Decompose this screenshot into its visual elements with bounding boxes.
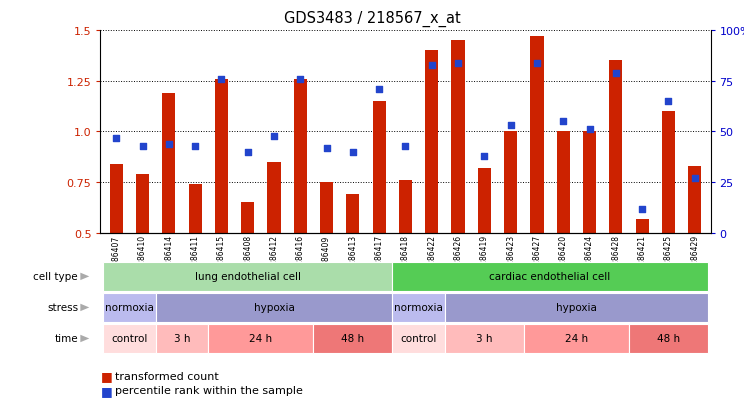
Bar: [688, 166, 702, 233]
Bar: [530, 37, 544, 233]
Point: [583, 127, 595, 133]
Text: control: control: [111, 334, 147, 344]
Bar: [478, 169, 491, 233]
Text: percentile rank within the sample: percentile rank within the sample: [115, 385, 304, 395]
Text: transformed count: transformed count: [115, 371, 219, 381]
Point: [504, 123, 516, 129]
Point: [216, 76, 228, 83]
Text: hypoxia: hypoxia: [254, 303, 295, 313]
Text: 48 h: 48 h: [657, 334, 680, 344]
Text: 3 h: 3 h: [476, 334, 493, 344]
Point: [242, 149, 254, 156]
Bar: [557, 132, 570, 233]
Bar: [215, 80, 228, 233]
Text: GDS3483 / 218567_x_at: GDS3483 / 218567_x_at: [283, 10, 461, 26]
Bar: [320, 183, 333, 233]
Bar: [373, 102, 385, 233]
Point: [268, 133, 280, 140]
Text: 24 h: 24 h: [249, 334, 272, 344]
Bar: [504, 132, 517, 233]
Point: [321, 145, 333, 152]
Text: 48 h: 48 h: [341, 334, 365, 344]
Bar: [188, 185, 202, 233]
Point: [636, 206, 648, 212]
Bar: [452, 41, 465, 233]
Bar: [426, 51, 438, 233]
Bar: [136, 175, 149, 233]
Point: [110, 135, 122, 142]
Point: [373, 86, 385, 93]
Bar: [609, 61, 623, 233]
Bar: [162, 94, 176, 233]
Point: [189, 143, 201, 150]
Bar: [294, 80, 307, 233]
Text: normoxia: normoxia: [105, 303, 154, 313]
Bar: [662, 112, 675, 233]
Bar: [241, 203, 254, 233]
Bar: [109, 164, 123, 233]
Text: normoxia: normoxia: [394, 303, 443, 313]
Point: [557, 119, 569, 125]
Text: control: control: [400, 334, 437, 344]
Text: time: time: [54, 334, 78, 344]
Bar: [267, 162, 280, 233]
Text: ■: ■: [100, 369, 112, 382]
Point: [400, 143, 411, 150]
Bar: [346, 195, 359, 233]
Point: [426, 62, 437, 69]
Text: stress: stress: [47, 303, 78, 313]
Text: ■: ■: [100, 384, 112, 397]
Bar: [583, 132, 596, 233]
Point: [295, 76, 307, 83]
Point: [610, 70, 622, 77]
Bar: [635, 219, 649, 233]
Point: [689, 176, 701, 182]
Text: cell type: cell type: [33, 272, 78, 282]
Point: [478, 153, 490, 160]
Text: 24 h: 24 h: [565, 334, 588, 344]
Point: [163, 141, 175, 147]
Text: lung endothelial cell: lung endothelial cell: [195, 272, 301, 282]
Point: [531, 60, 543, 66]
Point: [347, 149, 359, 156]
Text: cardiac endothelial cell: cardiac endothelial cell: [490, 272, 611, 282]
Point: [662, 99, 674, 105]
Text: hypoxia: hypoxia: [556, 303, 597, 313]
Bar: [399, 181, 412, 233]
Point: [452, 60, 464, 66]
Text: 3 h: 3 h: [173, 334, 190, 344]
Point: [137, 143, 149, 150]
